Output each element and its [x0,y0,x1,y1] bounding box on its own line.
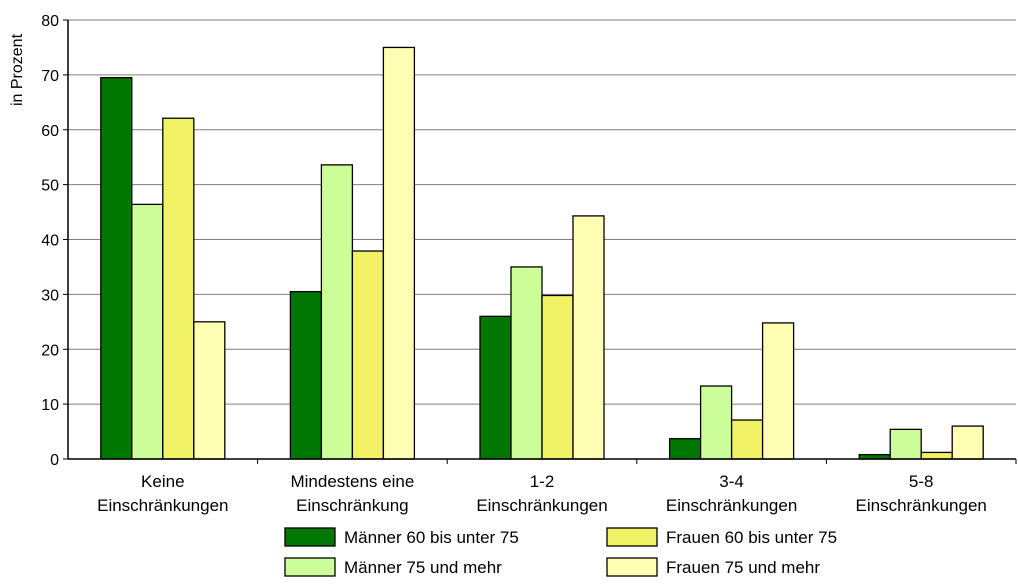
bar [761,322,795,460]
y-tick-label: 30 [41,287,59,304]
bar [920,451,953,460]
bar [289,290,323,460]
bar [510,266,543,460]
bar [951,425,984,460]
bar [889,428,922,460]
x-tick-label: Einschränkungen [856,496,987,515]
bar [382,46,416,460]
legend-swatch [284,557,336,577]
y-tick-label: 70 [41,68,59,85]
bar [479,315,512,460]
legend: Männer 60 bis unter 75 Männer 75 und mehr… [284,527,837,577]
bar [541,294,574,460]
y-tick-label: 50 [41,178,59,195]
x-tick-label: Mindestens eine [290,472,414,491]
y-tick-label: 0 [50,452,59,469]
bar [572,215,605,460]
bar [699,385,733,460]
y-tick-labels: 0 10 20 30 40 50 60 70 80 [41,13,59,469]
legend-label: Frauen 60 bis unter 75 [666,528,837,547]
bar [351,250,385,460]
x-tick-label: Einschränkung [296,496,408,515]
y-tick-label: 40 [41,233,59,250]
x-tick-label: Einschränkungen [97,496,228,515]
x-tick-label: 1-2 [530,472,555,491]
legend-swatch [606,527,658,547]
bar [100,76,133,460]
y-tick-label: 60 [41,123,59,140]
bar [131,203,164,460]
x-tick-label: 3-4 [719,472,744,491]
legend-label: Frauen 75 und mehr [666,558,820,577]
y-tick-label: 20 [41,342,59,359]
bar [320,164,354,460]
legend-label: Männer 75 und mehr [344,558,502,577]
bar [193,321,226,460]
legend-label: Männer 60 bis unter 75 [344,528,519,547]
x-tick-labels: Keine Einschränkungen Mindestens eine Einsc… [97,472,987,515]
x-tick-label: Einschränkungen [666,496,797,515]
legend-swatch [606,557,658,577]
x-tick-label: Keine [141,472,184,491]
bars [100,46,984,460]
legend-swatch [284,527,336,547]
x-tick-label: Einschränkungen [476,496,607,515]
x-tick-label: 5-8 [909,472,934,491]
y-tick-label: 10 [41,397,59,414]
y-axis-label: in Prozent [9,33,26,106]
y-tick-label: 80 [41,13,59,30]
bar [668,438,702,460]
bar [162,117,195,460]
axes [63,19,1017,464]
bar [730,419,764,460]
